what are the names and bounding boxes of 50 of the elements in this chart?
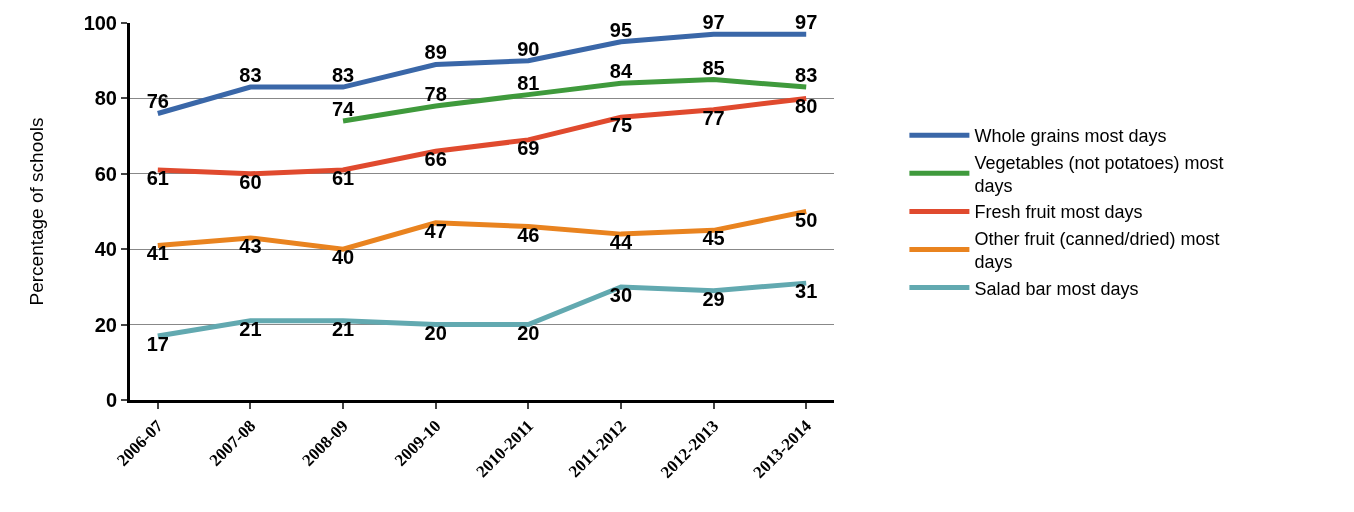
data-label: 85 (702, 56, 725, 79)
data-label: 83 (239, 64, 262, 87)
legend-label: Salad bar most days (974, 278, 1139, 299)
y-tick-label: 0 (105, 389, 117, 411)
y-tick-label: 100 (83, 12, 117, 34)
data-label: 47 (424, 219, 447, 242)
data-label: 21 (239, 317, 262, 340)
legend-label: Fresh fruit most days (974, 202, 1143, 223)
data-label: 90 (517, 37, 540, 60)
data-label: 31 (795, 280, 818, 303)
data-label: 76 (146, 90, 169, 113)
data-label: 89 (424, 41, 447, 64)
data-label: 50 (795, 208, 818, 231)
legend-label: Whole grains most days (974, 126, 1167, 147)
data-label: 17 (146, 332, 169, 355)
data-label: 75 (609, 114, 633, 137)
data-label: 30 (609, 283, 633, 306)
data-label: 84 (609, 60, 633, 83)
data-label: 80 (795, 95, 818, 118)
data-label: 61 (146, 167, 169, 190)
y-axis-title: Percentage of schools (26, 117, 48, 306)
legend-label: Vegetables (not potatoes) most days (974, 152, 1224, 197)
data-label: 20 (424, 321, 447, 344)
data-label: 77 (702, 106, 725, 129)
data-label: 41 (146, 242, 169, 265)
data-label: 46 (517, 223, 540, 246)
data-label: 40 (331, 246, 355, 269)
data-label: 21 (331, 317, 355, 340)
data-label: 20 (517, 321, 540, 344)
data-label: 95 (609, 18, 633, 41)
legend-label: Other fruit (canned/dried) most days (974, 228, 1220, 273)
y-tick-label: 40 (94, 238, 117, 261)
data-label: 81 (517, 71, 540, 94)
data-label: 43 (239, 234, 262, 257)
data-label: 97 (702, 11, 725, 34)
y-tick-label: 80 (94, 87, 117, 110)
y-tick-label: 20 (94, 313, 117, 336)
data-label: 61 (331, 167, 355, 190)
data-label: 60 (239, 170, 262, 193)
data-label: 69 (517, 136, 540, 159)
data-label: 45 (702, 227, 725, 250)
data-label: 44 (609, 231, 633, 254)
data-label: 78 (424, 82, 447, 105)
data-label: 66 (424, 148, 447, 171)
data-label: 83 (795, 64, 818, 87)
y-tick-label: 60 (94, 162, 117, 185)
data-label: 29 (702, 287, 725, 310)
data-label: 97 (795, 11, 818, 34)
data-label: 83 (331, 64, 355, 87)
data-label: 74 (331, 98, 356, 121)
